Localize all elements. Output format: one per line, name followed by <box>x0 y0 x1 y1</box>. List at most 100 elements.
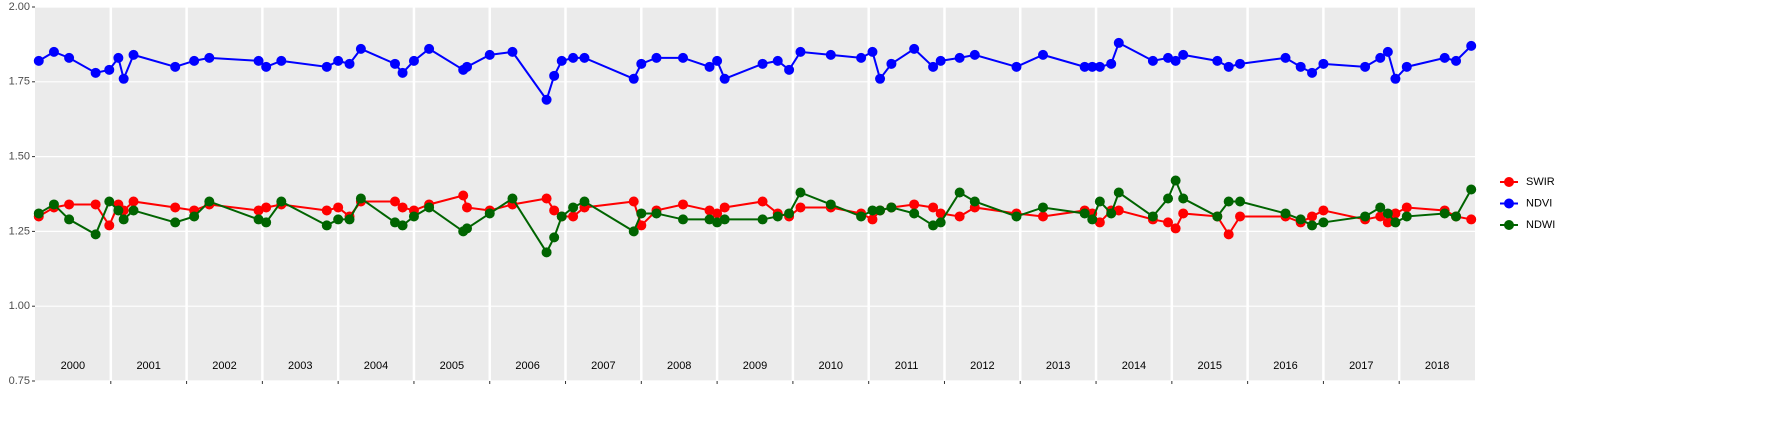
data-point <box>1087 61 1098 72</box>
year-label: 2018 <box>1425 360 1449 372</box>
data-point <box>118 73 129 84</box>
data-point <box>1382 46 1393 57</box>
data-point <box>928 202 939 213</box>
data-point <box>1163 193 1174 204</box>
data-point <box>909 43 920 54</box>
data-point <box>954 187 965 198</box>
data-point <box>1170 55 1181 66</box>
data-point <box>969 49 980 60</box>
data-point <box>113 205 124 216</box>
data-point <box>1094 217 1105 228</box>
data-point <box>118 214 129 225</box>
data-point <box>1280 52 1291 63</box>
data-point <box>704 214 715 225</box>
data-point <box>458 190 469 201</box>
data-point <box>784 208 795 219</box>
data-point <box>1360 61 1371 72</box>
data-point <box>712 217 723 228</box>
data-point <box>1113 187 1124 198</box>
data-point <box>1235 58 1246 69</box>
data-point <box>579 196 590 207</box>
data-point <box>636 208 647 219</box>
data-point <box>1375 211 1386 222</box>
data-point <box>90 229 101 240</box>
data-point <box>507 46 518 57</box>
data-point <box>104 64 115 75</box>
y-tick-label: 1.50 <box>9 151 30 163</box>
data-point <box>1178 208 1189 219</box>
data-point <box>1318 58 1329 69</box>
data-point <box>1147 211 1158 222</box>
data-point <box>757 196 768 207</box>
data-point <box>1451 55 1462 66</box>
y-tick-label: 1.00 <box>9 300 30 312</box>
data-point <box>333 55 344 66</box>
data-point <box>1401 211 1412 222</box>
data-point <box>568 202 579 213</box>
data-point <box>556 211 567 222</box>
year-label: 2015 <box>1197 360 1221 372</box>
data-point <box>344 58 355 69</box>
data-point <box>1295 214 1306 225</box>
data-point <box>33 55 44 66</box>
data-point <box>867 46 878 57</box>
data-point <box>1401 61 1412 72</box>
data-point <box>795 202 806 213</box>
data-point <box>651 52 662 63</box>
data-point <box>1235 196 1246 207</box>
data-point <box>333 202 344 213</box>
data-point <box>1113 37 1124 48</box>
data-point <box>935 217 946 228</box>
year-label: 2009 <box>743 360 767 372</box>
data-point <box>1079 61 1090 72</box>
y-tick-label: 2.00 <box>9 1 30 13</box>
data-point <box>408 55 419 66</box>
legend-marker <box>1504 220 1514 230</box>
data-point <box>1390 208 1401 219</box>
data-point <box>1011 211 1022 222</box>
data-point <box>261 202 272 213</box>
year-label: 2003 <box>288 360 312 372</box>
y-tick-label: 1.25 <box>9 225 30 237</box>
data-point <box>1011 61 1022 72</box>
data-point <box>628 73 639 84</box>
data-point <box>636 220 647 231</box>
data-point <box>1235 211 1246 222</box>
data-point <box>704 205 715 216</box>
data-point <box>909 208 920 219</box>
y-tick-label: 1.75 <box>9 76 30 88</box>
data-point <box>772 211 783 222</box>
data-point <box>1087 214 1098 225</box>
data-point <box>408 211 419 222</box>
legend-label: SWIR <box>1526 176 1555 188</box>
data-point <box>1094 196 1105 207</box>
data-point <box>1375 52 1386 63</box>
data-point <box>424 202 435 213</box>
data-point <box>1360 211 1371 222</box>
data-point <box>1079 208 1090 219</box>
data-point <box>390 217 400 228</box>
data-point <box>556 55 567 66</box>
data-point <box>1382 217 1393 228</box>
data-point <box>1390 73 1401 84</box>
data-point <box>856 211 867 222</box>
data-point <box>628 226 639 237</box>
data-point <box>1094 61 1105 72</box>
data-point <box>33 208 44 219</box>
data-point <box>568 211 579 222</box>
data-point <box>1375 202 1386 213</box>
data-point <box>1106 58 1117 69</box>
data-point <box>64 52 75 63</box>
data-point <box>549 232 560 243</box>
legend-label: NDVI <box>1526 197 1552 209</box>
data-point <box>333 214 344 225</box>
data-point <box>1280 208 1291 219</box>
data-point <box>344 214 355 225</box>
legend-marker <box>1504 177 1514 187</box>
year-label: 2008 <box>667 360 691 372</box>
year-label: 2016 <box>1273 360 1297 372</box>
data-point <box>678 52 688 63</box>
data-point <box>1178 49 1189 60</box>
data-point <box>1318 217 1329 228</box>
